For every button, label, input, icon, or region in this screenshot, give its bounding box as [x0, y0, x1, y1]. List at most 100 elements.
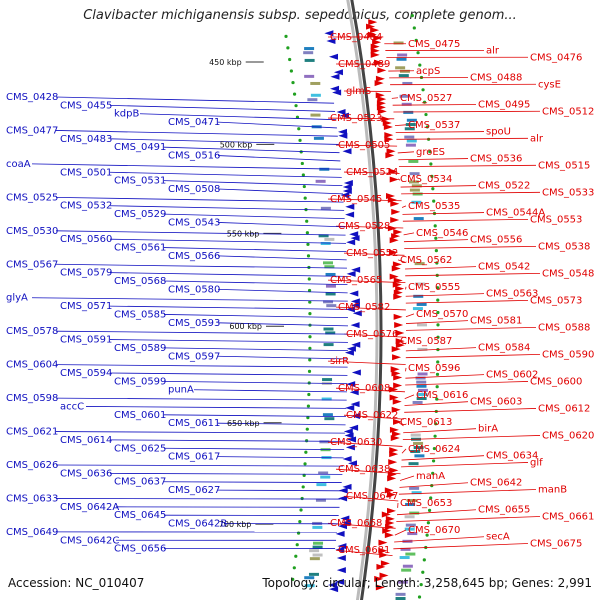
feature-block [399, 69, 410, 73]
forward-gene-arrow [384, 132, 394, 139]
feature-block [325, 331, 336, 335]
feature-block [319, 440, 330, 444]
label-leader [403, 428, 477, 434]
label-leader [55, 498, 341, 500]
gene-label-forward: CMS_0542 [478, 262, 530, 273]
label-leader [217, 155, 341, 162]
gene-label-reverse: CMS_0642C [60, 535, 119, 546]
forward-gene-arrow [368, 19, 378, 26]
gene-label-reverse: CMS_0516 [168, 151, 220, 162]
gene-label-forward: spoU [486, 127, 511, 138]
gc-marker [306, 416, 310, 420]
feature-block [413, 217, 424, 221]
gc-marker [424, 112, 428, 117]
gene-label-reverse: CMS_0633 [6, 493, 58, 504]
forward-gene-arrow [392, 281, 402, 288]
gc-marker [288, 57, 292, 62]
label-leader [217, 422, 346, 426]
label-leader [398, 158, 469, 161]
gene-label-reverse: CMS_0656 [114, 544, 166, 555]
label-leader [217, 288, 348, 294]
gene-label-forward: manA [416, 471, 445, 482]
label-leader [335, 225, 404, 229]
gc-marker [436, 298, 440, 302]
feature-block [323, 261, 334, 265]
label-leader [391, 97, 399, 99]
feature-tracks [284, 0, 440, 600]
forward-gene-arrow [393, 374, 403, 381]
feature-block [417, 372, 428, 376]
gene-label-reverse: CMS_0598 [6, 393, 58, 404]
gene-label-reverse: glyA [6, 293, 28, 304]
gc-marker [428, 150, 432, 154]
label-leader [85, 406, 347, 409]
label-leader [403, 239, 469, 243]
gc-marker [308, 346, 312, 350]
gene-label-forward: CMS_0495 [478, 100, 530, 111]
gc-marker [435, 286, 440, 290]
reverse-gene-arrow [334, 578, 344, 585]
label-leader [335, 549, 393, 557]
gc-marker [418, 63, 422, 67]
forward-gene-arrow [389, 447, 399, 454]
gene-label-forward: CMS_0545 [330, 194, 382, 205]
label-leader [398, 164, 537, 167]
feature-block [409, 511, 420, 515]
feature-block [313, 136, 324, 140]
gene-label-forward: CMS_0603 [470, 397, 522, 408]
forward-gene-arrow [387, 225, 397, 232]
label-leader [343, 414, 404, 420]
forward-gene-arrow [370, 43, 380, 50]
label-leader [405, 326, 537, 331]
label-leader [109, 138, 339, 145]
reverse-gene-arrow [345, 404, 355, 411]
label-leader [31, 163, 342, 170]
kbp-tick-label: 450 kbp [209, 58, 242, 67]
feature-block [405, 552, 416, 556]
reverse-gene-arrow [344, 432, 354, 439]
label-leader [335, 306, 406, 311]
feature-block [401, 568, 412, 572]
label-leader [405, 266, 477, 270]
gene-label-forward: CMS_0655 [478, 505, 530, 516]
reverse-gene-arrow [351, 266, 361, 273]
forward-gene-arrow [391, 208, 401, 215]
reverse-gene-arrow [345, 203, 355, 210]
gc-marker [298, 138, 302, 142]
feature-block [410, 433, 421, 437]
feature-block [304, 58, 315, 62]
gc-marker [435, 385, 439, 389]
accession-text: Accession: NC_010407 [8, 576, 145, 590]
label-leader [163, 447, 345, 450]
label-leader [217, 322, 349, 327]
gc-marker [427, 508, 432, 512]
forward-gene-arrow [393, 382, 403, 389]
label-leader [55, 230, 346, 236]
reverse-gene-arrow [332, 89, 342, 96]
feature-block [310, 93, 321, 97]
gene-label-forward: CMS_0534 [400, 174, 452, 185]
feature-block [417, 347, 428, 351]
gene-label-forward: CMS_0553 [530, 214, 582, 225]
feature-block [321, 397, 332, 401]
gc-marker [433, 434, 437, 438]
label-leader [405, 293, 485, 297]
gc-marker [302, 184, 306, 189]
feature-block [415, 376, 426, 380]
forward-gene-arrow [385, 524, 395, 531]
label-leader [109, 372, 348, 376]
gene-label-forward: CMS_0527 [400, 93, 452, 104]
gene-label-forward: CMS_0573 [530, 295, 582, 306]
label-leader [402, 218, 529, 222]
gene-label-reverse: CMS_0568 [114, 276, 166, 287]
gc-marker [431, 459, 436, 463]
gene-label-reverse: CMS_0560 [60, 234, 112, 245]
reverse-gene-arrow [342, 148, 352, 155]
gene-label-reverse: CMS_0578 [6, 326, 58, 337]
forward-gene-arrow [377, 67, 387, 74]
reverse-gene-arrow [348, 460, 358, 467]
gene-label-forward: CMS_0622 [346, 410, 398, 421]
forward-gene-arrow [387, 196, 397, 203]
gc-marker [300, 496, 304, 501]
forward-gene-arrow [392, 354, 402, 361]
